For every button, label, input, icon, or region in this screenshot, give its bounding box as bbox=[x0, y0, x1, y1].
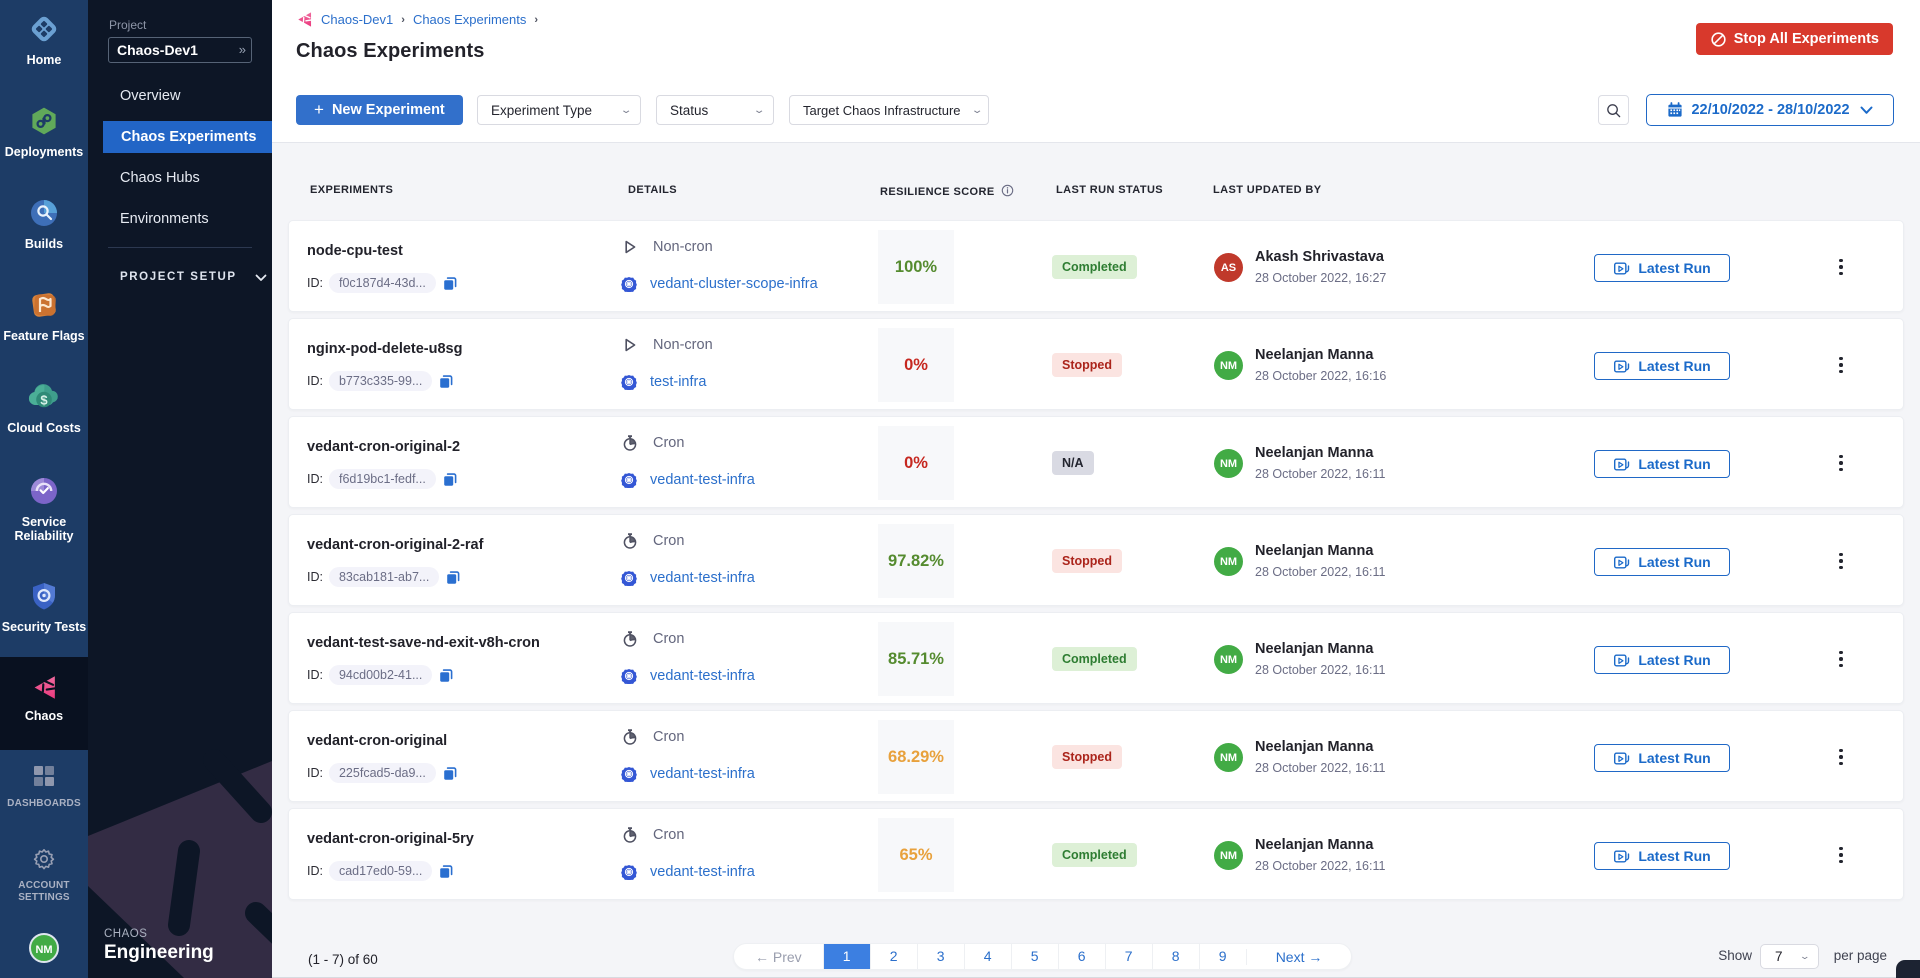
svg-text:$: $ bbox=[40, 392, 48, 407]
